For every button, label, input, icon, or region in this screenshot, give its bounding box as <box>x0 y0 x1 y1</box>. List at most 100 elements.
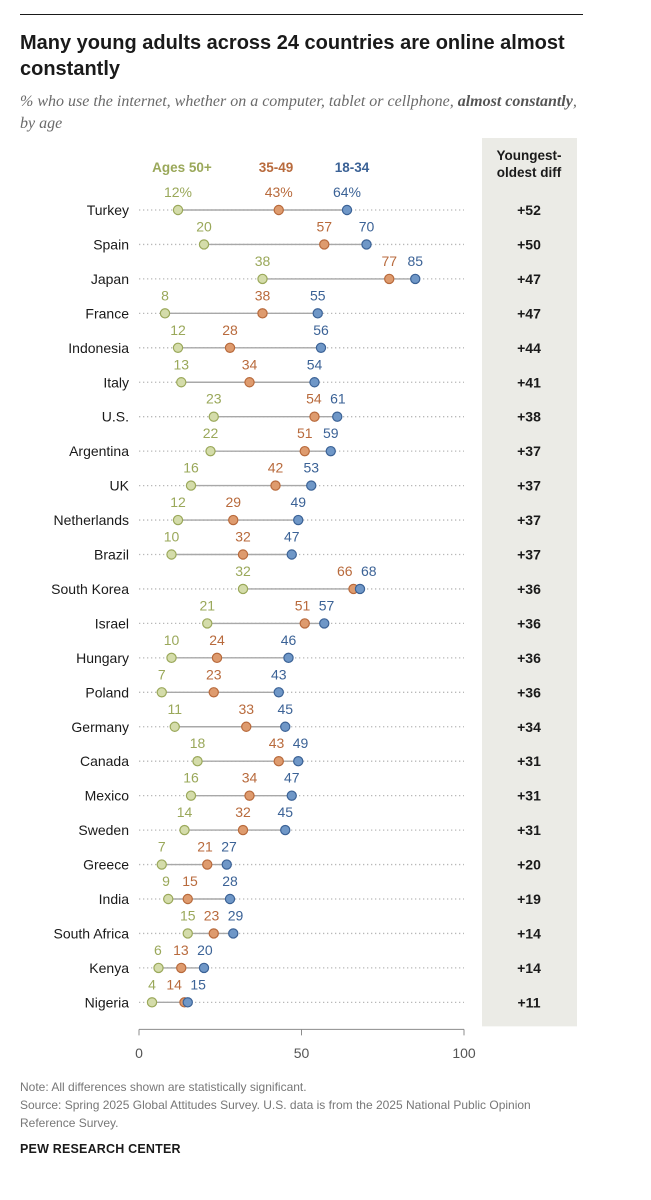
diff-value: +31 <box>517 822 541 838</box>
value-label-ages-35-49: 33 <box>238 701 254 717</box>
dot-ages-50-plus <box>179 824 190 836</box>
dot-ages-18-34 <box>315 342 327 353</box>
diff-header-line: Youngest- <box>497 148 562 163</box>
country-label: Japan <box>91 271 129 287</box>
diff-value: +37 <box>517 443 541 459</box>
value-label-ages-50-plus: 4 <box>148 976 156 992</box>
dot-ages-35-49 <box>208 687 219 698</box>
note-text: Note: All differences shown are statisti… <box>20 1080 307 1094</box>
dot-ages-35-49 <box>384 273 395 285</box>
dot-ages-50-plus <box>163 893 174 905</box>
value-label-ages-35-49: 51 <box>295 597 311 613</box>
diff-value: +47 <box>517 305 541 321</box>
value-label-ages-50-plus: 10 <box>164 632 180 648</box>
dot-ages-35-49 <box>299 618 310 629</box>
value-label-ages-35-49: 23 <box>204 907 220 923</box>
value-label-ages-50-plus: 23 <box>206 391 222 407</box>
value-label-ages-50-plus: 12 <box>170 322 186 338</box>
value-label-ages-50-plus: 20 <box>196 218 212 234</box>
value-label-ages-50-plus: 12 <box>170 494 186 510</box>
value-label-ages-35-49: 24 <box>209 632 225 648</box>
dot-ages-18-34 <box>224 893 236 905</box>
dot-ages-50-plus <box>153 962 164 974</box>
dot-ages-50-plus <box>182 928 193 939</box>
diff-value: +36 <box>517 615 541 631</box>
value-label-ages-18-34: 29 <box>228 907 244 923</box>
diff-value: +19 <box>517 891 541 907</box>
value-label-ages-50-plus: 13 <box>173 356 189 372</box>
dot-ages-18-34 <box>306 480 317 491</box>
value-label-ages-35-49: 34 <box>242 356 258 372</box>
value-label-ages-50-plus: 16 <box>183 770 199 786</box>
dot-ages-18-34 <box>283 652 294 664</box>
value-label-ages-18-34: 20 <box>197 942 213 958</box>
value-label-ages-35-49: 28 <box>222 322 238 338</box>
dot-ages-50-plus <box>146 997 158 1008</box>
value-label-ages-18-34: 43 <box>271 666 287 682</box>
country-label: Hungary <box>76 650 129 666</box>
dot-ages-50-plus <box>198 239 210 250</box>
dot-ages-18-34 <box>280 721 291 732</box>
country-label: Greece <box>83 857 129 873</box>
dot-ages-50-plus <box>257 273 268 285</box>
diff-value: +50 <box>517 236 541 252</box>
dot-ages-35-49 <box>211 652 223 664</box>
value-label-ages-18-34: 45 <box>277 701 293 717</box>
value-label-ages-50-plus: 9 <box>162 873 170 889</box>
value-label-ages-18-34: 53 <box>303 460 319 476</box>
subtitle-prefix: % who use the internet, whether on a com… <box>20 93 454 110</box>
value-label-ages-18-34: 28 <box>222 873 238 889</box>
country-label: Argentina <box>69 443 129 459</box>
country-label: Germany <box>71 719 129 735</box>
country-label: U.S. <box>102 409 129 425</box>
dot-ages-50-plus <box>166 652 177 664</box>
dot-ages-18-34 <box>198 962 210 974</box>
dot-ages-50-plus <box>192 756 203 767</box>
dot-ages-35-49 <box>241 721 252 732</box>
dot-ages-35-49 <box>244 377 255 388</box>
value-label-ages-50-plus: 11 <box>167 701 182 717</box>
value-label-ages-35-49: 29 <box>225 494 241 510</box>
diff-value: +41 <box>517 374 541 390</box>
value-label-ages-35-49: 14 <box>166 976 182 992</box>
value-label-ages-35-49: 43 <box>269 735 285 751</box>
source-text: Source: Spring 2025 Global Attitudes Sur… <box>20 1098 531 1130</box>
value-label-ages-18-34: 70 <box>359 218 375 234</box>
dot-ages-50-plus <box>185 480 197 491</box>
diff-value: +36 <box>517 650 541 666</box>
value-label-ages-35-49: 43% <box>265 184 293 200</box>
dot-ages-35-49 <box>228 514 239 526</box>
value-label-ages-50-plus: 14 <box>177 804 193 820</box>
value-label-ages-18-34: 56 <box>313 322 329 338</box>
value-label-ages-50-plus: 32 <box>235 563 251 579</box>
dot-ages-18-34 <box>341 204 353 216</box>
value-label-ages-18-34: 47 <box>284 770 300 786</box>
dot-ages-18-34 <box>286 790 297 801</box>
value-label-ages-50-plus: 6 <box>154 942 162 958</box>
value-label-ages-50-plus: 8 <box>161 287 169 303</box>
value-label-ages-35-49: 21 <box>197 839 213 855</box>
value-label-ages-18-34: 49 <box>293 735 309 751</box>
value-label-ages-35-49: 51 <box>297 425 313 441</box>
value-label-ages-50-plus: 21 <box>199 597 215 613</box>
value-label-ages-50-plus: 7 <box>158 666 166 682</box>
dot-ages-50-plus <box>169 721 180 732</box>
dot-ages-18-34 <box>354 583 366 595</box>
dot-ages-50-plus <box>205 445 216 457</box>
dot-ages-35-49 <box>224 342 236 353</box>
value-label-ages-35-49: 23 <box>206 666 222 682</box>
value-label-ages-35-49: 42 <box>268 460 284 476</box>
diff-value: +44 <box>517 340 541 356</box>
dot-ages-18-34 <box>312 308 323 319</box>
country-label: Sweden <box>78 822 129 838</box>
value-label-ages-18-34: 64% <box>333 184 361 200</box>
value-label-ages-35-49: 15 <box>182 873 198 889</box>
value-label-ages-35-49: 77 <box>381 253 397 269</box>
dot-ages-35-49 <box>273 756 284 767</box>
dot-ages-18-34 <box>273 687 284 698</box>
dot-ages-50-plus <box>156 687 167 698</box>
value-label-ages-18-34: 49 <box>290 494 306 510</box>
value-label-ages-18-34: 59 <box>323 425 339 441</box>
value-label-ages-35-49: 54 <box>306 391 322 407</box>
value-label-ages-35-49: 32 <box>235 804 251 820</box>
